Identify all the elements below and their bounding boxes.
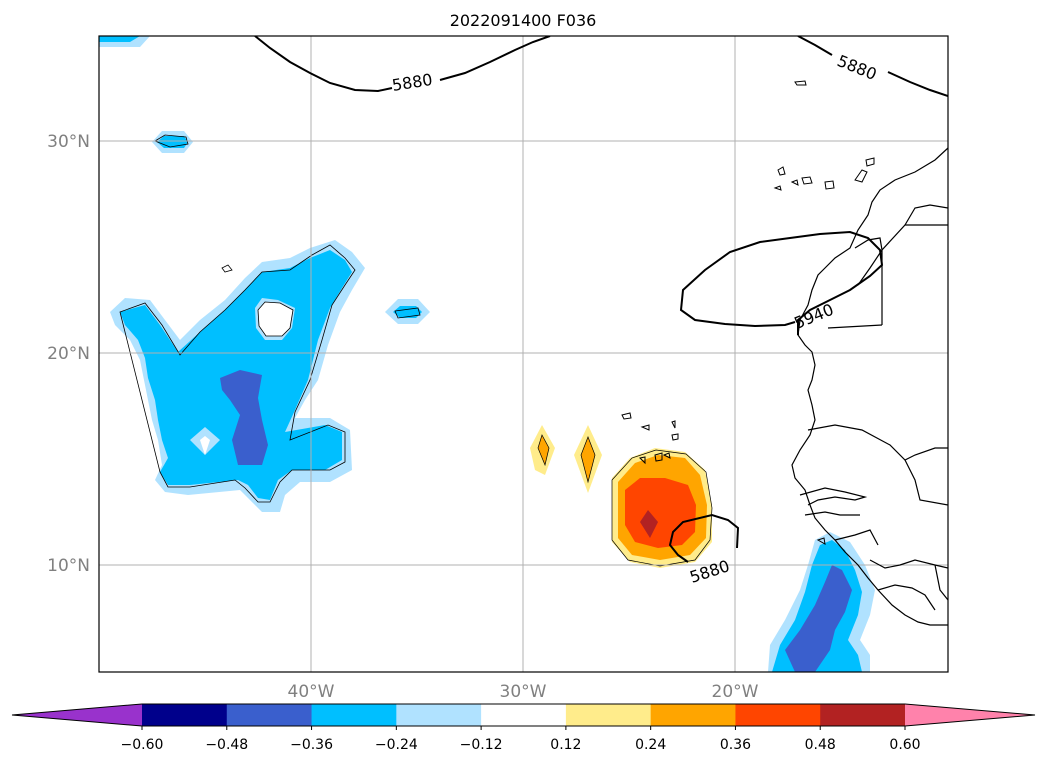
map-plot-area: 5880 5880 5940 5880 xyxy=(99,36,948,672)
shaded-region-top-left xyxy=(99,36,150,47)
colorbar-segment xyxy=(650,704,736,726)
lat-label: 10°N xyxy=(47,556,90,576)
colorbar-segment xyxy=(481,704,567,726)
colorbar-tick-label: 0.36 xyxy=(720,737,751,753)
lon-label: 20°W xyxy=(712,682,759,702)
colorbar-segment xyxy=(565,704,652,726)
colorbar-segment xyxy=(396,704,482,726)
shaded-region-central-small xyxy=(385,299,430,324)
islands xyxy=(621,80,875,545)
shaded-region-positive-main xyxy=(611,448,713,568)
gridlines xyxy=(99,36,948,672)
chart-title: 2022091400 F036 xyxy=(450,11,597,30)
colorbar-tick-label: 0.24 xyxy=(635,737,666,753)
colorbar-tick-label: 0.48 xyxy=(805,737,836,753)
colorbar-tick-label: −0.48 xyxy=(205,737,248,753)
shaded-region-west-large xyxy=(110,240,365,512)
colorbar: −0.60 −0.48 −0.36 −0.24 −0.12 0.12 0.24 0.36 0.4… xyxy=(11,703,1036,753)
colorbar-extend-low xyxy=(12,704,142,726)
colorbar-segment xyxy=(311,704,397,726)
colorbar-segment xyxy=(142,704,228,726)
lon-label: 40°W xyxy=(288,682,335,702)
lon-label: 30°W xyxy=(500,682,547,702)
shaded-region-southeast xyxy=(768,532,875,672)
colorbar-tick-label: 0.12 xyxy=(550,737,581,753)
colorbar-tick-label: 0.60 xyxy=(889,737,920,753)
colorbar-tick-label: −0.36 xyxy=(290,737,333,753)
coastlines xyxy=(791,147,948,626)
geopotential-contours xyxy=(254,36,948,563)
lat-label: 30°N xyxy=(47,132,90,152)
colorbar-segment xyxy=(820,704,906,726)
colorbar-extend-high xyxy=(905,704,1035,726)
colorbar-segment xyxy=(735,704,821,726)
colorbar-segment xyxy=(226,704,313,726)
lat-label: 20°N xyxy=(47,344,90,364)
shaded-region-positive-small xyxy=(530,425,602,493)
colorbar-tick-label: −0.12 xyxy=(460,737,503,753)
colorbar-tick-label: −0.24 xyxy=(375,737,418,753)
colorbar-tick-label: −0.60 xyxy=(121,737,164,753)
plot-frame xyxy=(98,35,949,673)
